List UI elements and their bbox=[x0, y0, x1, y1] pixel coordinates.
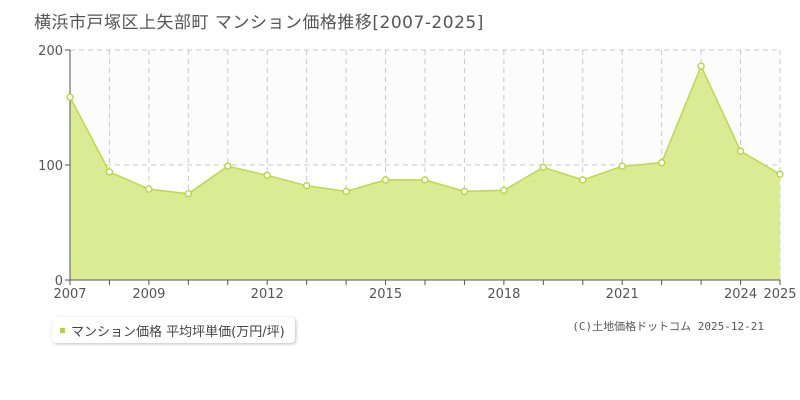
data-point bbox=[421, 176, 429, 184]
axes: 0 100 200 2007 2009 2012 2015 2018 2021 2024 2025 bbox=[38, 44, 796, 302]
legend-label: マンション価格 平均坪単価(万円/坪) bbox=[71, 324, 285, 340]
data-points bbox=[66, 62, 784, 198]
data-point bbox=[184, 190, 192, 198]
legend: マンション価格 平均坪単価(万円/坪) bbox=[52, 317, 295, 343]
data-point bbox=[303, 182, 311, 190]
data-point bbox=[105, 168, 114, 176]
data-point bbox=[618, 162, 626, 170]
y-tick-label: 0 bbox=[55, 274, 63, 289]
x-tick-label: 2015 bbox=[369, 287, 402, 302]
data-point bbox=[66, 93, 74, 101]
data-point bbox=[697, 62, 705, 70]
y-tick-label: 200 bbox=[38, 44, 63, 59]
x-tick-label: 2024 bbox=[724, 287, 757, 302]
y-tick-label: 100 bbox=[38, 159, 63, 174]
price-area bbox=[70, 66, 780, 280]
data-point bbox=[263, 171, 271, 180]
data-point bbox=[500, 186, 508, 194]
data-point bbox=[460, 187, 469, 196]
x-tick-label: 2021 bbox=[606, 287, 639, 302]
legend-swatch bbox=[60, 327, 65, 333]
data-point bbox=[736, 147, 745, 155]
x-tick-label: 2012 bbox=[251, 287, 284, 302]
data-point bbox=[224, 162, 232, 170]
data-point bbox=[145, 185, 153, 193]
x-tick-label: 2007 bbox=[53, 287, 86, 302]
x-tick-label: 2018 bbox=[487, 287, 520, 302]
data-point bbox=[579, 176, 587, 184]
data-point bbox=[658, 159, 666, 167]
data-point bbox=[539, 163, 547, 171]
page-title: 横浜市戸塚区上矢部町 マンション価格推移[2007-2025] bbox=[34, 13, 484, 33]
credit-text: (C)土地価格ドットコム 2025-12-21 bbox=[572, 320, 764, 333]
data-point bbox=[342, 187, 350, 196]
data-point bbox=[381, 176, 390, 184]
data-point bbox=[776, 170, 784, 178]
x-tick-label: 2025 bbox=[763, 287, 796, 302]
x-tick-label: 2009 bbox=[132, 287, 165, 302]
